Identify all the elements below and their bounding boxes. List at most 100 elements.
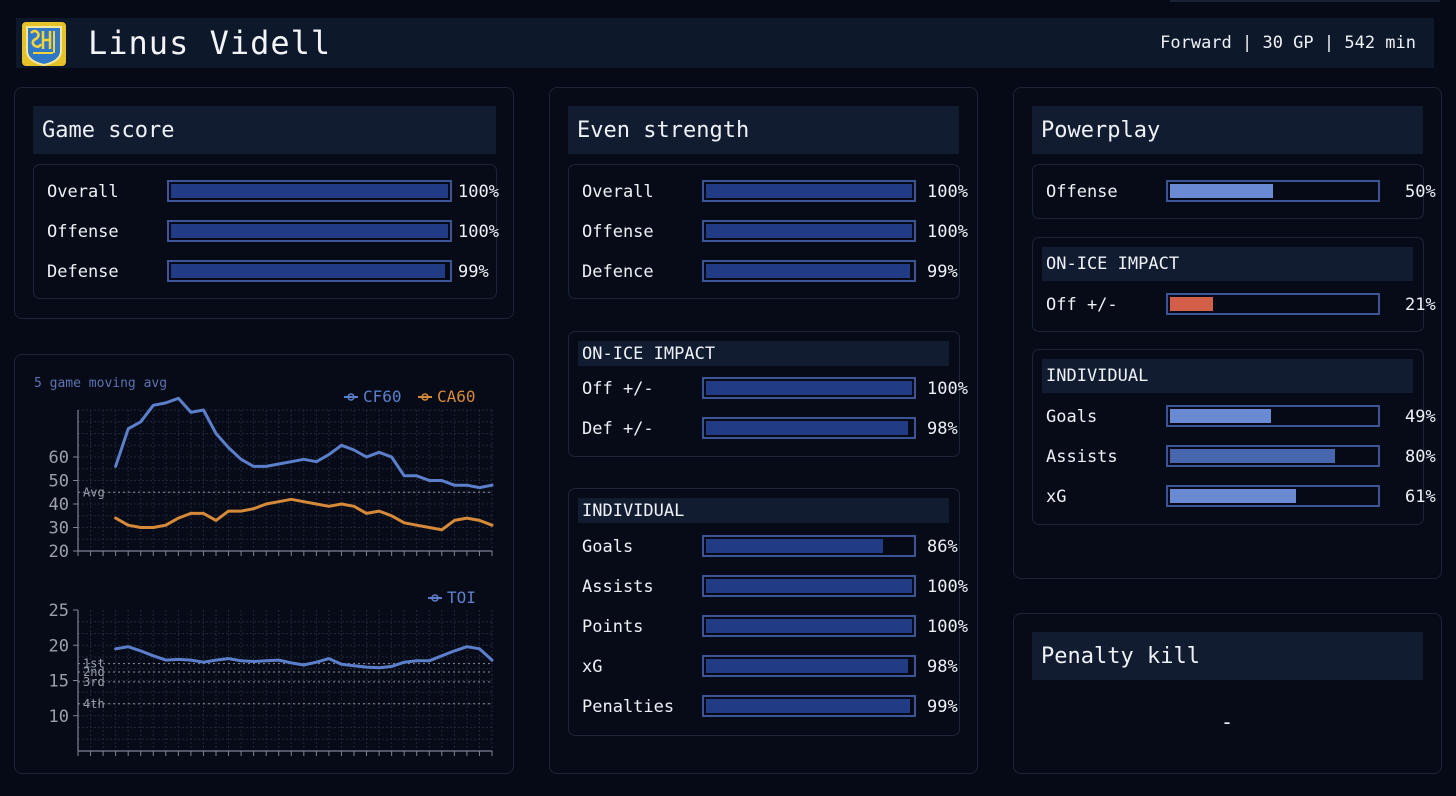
data-point xyxy=(328,453,330,456)
data-point xyxy=(378,667,380,669)
data-point xyxy=(453,519,456,522)
data-point xyxy=(277,500,280,503)
stat-label: Overall xyxy=(582,182,654,202)
stat-label: Off +/- xyxy=(1046,295,1118,315)
stat-percent: 61% xyxy=(1405,487,1436,507)
data-point xyxy=(441,479,443,482)
data-point xyxy=(227,510,230,512)
player-header: Linus Videll Forward | 30 GP | 542 min xyxy=(16,18,1434,68)
data-point xyxy=(403,475,406,477)
stat-percent: 100% xyxy=(927,577,968,597)
even-strength-title: Even strength xyxy=(568,106,959,154)
stat-bar-fill xyxy=(1170,297,1213,311)
stat-row: Defense 99% xyxy=(47,260,518,286)
data-point xyxy=(415,660,418,662)
stat-bar xyxy=(1166,293,1380,315)
data-point xyxy=(265,465,267,468)
stat-bar-fill xyxy=(1170,184,1273,198)
stat-row: Points 100% xyxy=(582,615,987,641)
data-point xyxy=(277,659,280,661)
data-point xyxy=(390,665,393,668)
stat-label: Points xyxy=(582,617,644,637)
stat-bar-fill xyxy=(171,224,448,238)
stat-label: Penalties xyxy=(582,697,675,717)
reference-line-label: 4th xyxy=(83,697,105,711)
powerplay-box: Offense 50% xyxy=(1032,164,1436,219)
stat-bar xyxy=(702,615,916,637)
stat-bar-fill xyxy=(706,224,912,238)
data-point xyxy=(390,515,393,517)
stat-bar xyxy=(702,695,916,717)
data-point xyxy=(190,512,192,515)
stat-bar xyxy=(702,655,916,677)
data-point xyxy=(227,657,230,660)
stat-row: Goals 49% xyxy=(1046,405,1456,431)
penalty-kill-value: - xyxy=(1221,710,1234,734)
data-point xyxy=(165,524,167,526)
stat-bar-fill xyxy=(706,579,912,593)
data-point xyxy=(478,648,481,650)
data-point xyxy=(240,660,242,662)
stat-percent: 100% xyxy=(927,182,968,202)
data-point xyxy=(165,402,167,404)
stat-row: Off +/- 21% xyxy=(1046,293,1456,319)
stat-row: Assists 80% xyxy=(1046,445,1456,471)
stat-bar-fill xyxy=(706,421,908,435)
stat-label: xG xyxy=(582,657,603,677)
chart-panel: 5 game moving avg CF60 CA60 20 30 40 50 60 Avg TO… xyxy=(14,354,514,774)
data-point xyxy=(190,659,192,661)
stat-row: Assists 100% xyxy=(582,575,987,601)
stat-row: xG 61% xyxy=(1046,485,1456,511)
data-point xyxy=(390,456,393,458)
data-point xyxy=(453,484,456,486)
stat-row: Overall 100% xyxy=(582,180,987,206)
data-point xyxy=(177,658,180,661)
data-point xyxy=(277,463,280,465)
powerplay-impact-box: ON-ICE IMPACT Off +/- 21% xyxy=(1032,237,1436,332)
legend-marker-ca60-dot xyxy=(421,393,429,401)
data-point xyxy=(303,458,305,461)
stat-label: Defence xyxy=(582,262,654,282)
even-strength-impact-title: ON-ICE IMPACT xyxy=(578,341,949,366)
data-point xyxy=(428,479,431,482)
data-point xyxy=(165,659,167,661)
y-tick-label: 60 xyxy=(49,448,69,468)
data-point xyxy=(127,645,129,648)
data-point xyxy=(441,529,443,531)
data-point xyxy=(353,449,355,451)
data-point xyxy=(340,444,343,447)
data-point xyxy=(152,655,155,657)
data-point xyxy=(478,486,481,489)
game-score-box: Overall 100% Offense 100% Defense 99% xyxy=(33,164,499,299)
data-point xyxy=(252,507,255,510)
stat-bar-fill xyxy=(1170,449,1335,463)
data-point xyxy=(152,404,155,407)
data-point xyxy=(491,484,493,486)
data-point xyxy=(215,519,217,522)
stat-label: Offense xyxy=(47,222,119,242)
stat-label: Assists xyxy=(1046,447,1118,467)
stat-label: Assists xyxy=(582,577,654,597)
data-point xyxy=(152,526,155,529)
powerplay-individual-title: INDIVIDUAL xyxy=(1042,359,1413,393)
data-point xyxy=(328,657,330,660)
data-point xyxy=(303,500,305,503)
powerplay-title: Powerplay xyxy=(1032,106,1423,154)
powerplay-panel: Powerplay Offense 50% ON-ICE IMPACT Off +… xyxy=(1013,87,1442,579)
stat-label: Overall xyxy=(47,182,119,202)
data-point xyxy=(290,662,293,664)
stat-bar-fill xyxy=(706,659,908,673)
data-point xyxy=(227,446,230,449)
stat-bar xyxy=(702,575,916,597)
even-strength-impact-box: ON-ICE IMPACT Off +/- 100% Def +/- 98% xyxy=(568,331,968,457)
moving-average-charts: 5 game moving avg CF60 CA60 20 30 40 50 60 Avg TO… xyxy=(34,376,494,756)
stat-bar-fill xyxy=(171,264,445,278)
y-tick-label: 30 xyxy=(49,519,69,539)
stat-row: Goals 86% xyxy=(582,535,987,561)
data-point xyxy=(139,421,142,423)
y-tick-label: 15 xyxy=(49,672,69,692)
stat-label: Goals xyxy=(582,537,634,557)
data-point xyxy=(365,666,368,668)
stat-percent: 98% xyxy=(927,419,958,439)
stat-row: Off +/- 100% xyxy=(582,377,987,403)
